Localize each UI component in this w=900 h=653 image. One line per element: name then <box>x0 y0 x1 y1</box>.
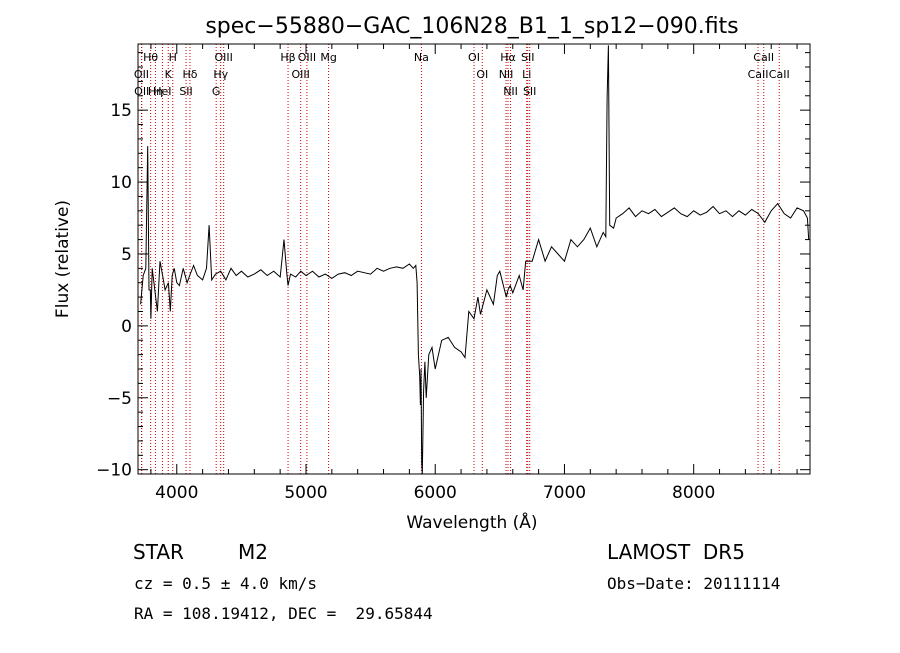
line-marker-label: SII <box>521 51 534 64</box>
line-marker-label: H <box>169 51 177 64</box>
spectrum-series <box>140 45 810 475</box>
line-marker-label: Hθ <box>143 51 158 64</box>
object-subclass: M2 <box>238 540 268 564</box>
line-marker-label: Li <box>522 68 531 81</box>
line-marker-label: OI <box>476 68 488 81</box>
spectrum-group <box>140 45 810 475</box>
x-axis-label: Wavelength (Å) <box>406 511 537 533</box>
plot-frame <box>137 43 811 475</box>
line-marker-label: CaII <box>769 68 790 81</box>
x-tick-label: 5000 <box>284 483 327 503</box>
line-marker-label: CaII <box>753 51 774 64</box>
axis-ticks-group: 4000 5000 6000 7000 8000 −10 −5 0 5 10 15 <box>96 44 810 503</box>
y-tick-label: 0 <box>121 317 132 337</box>
line-marker-label: Hα <box>500 51 516 64</box>
line-marker-label: Hδ <box>182 68 197 81</box>
chart-title: spec−55880−GAC_106N28_B1_1_sp12−090.fits <box>205 14 738 39</box>
line-marker-label: OIII <box>214 51 232 64</box>
line-marker-label: Hγ <box>213 68 228 81</box>
line-marker-label: NII <box>503 85 518 98</box>
line-marker-group <box>140 44 780 474</box>
line-marker-label: Hβ <box>280 51 295 64</box>
x-tick-label: 6000 <box>414 483 457 503</box>
observation-date: Obs−Date: 20111114 <box>607 574 781 593</box>
line-marker-label: Hη <box>148 85 163 98</box>
y-axis-label: Flux (relative) <box>53 200 73 318</box>
line-marker-label: OIII <box>298 51 316 64</box>
y-tick-label: 10 <box>110 173 132 193</box>
line-marker-label: OIII <box>292 68 310 81</box>
x-tick-label: 8000 <box>672 483 715 503</box>
line-marker-label: OII <box>134 68 149 81</box>
survey-name: LAMOST DR5 <box>607 540 745 564</box>
x-tick-label: 7000 <box>543 483 586 503</box>
coordinates-text: RA = 108.19412, DEC = 29.65844 <box>134 604 433 623</box>
redshift-text: cz = 0.5 ± 4.0 km/s <box>134 574 318 593</box>
y-tick-label: 15 <box>110 101 132 121</box>
line-marker-label: Mg <box>320 51 336 64</box>
line-marker-label: K <box>165 68 173 81</box>
line-marker-label: HeI <box>153 85 171 98</box>
y-tick-label: −5 <box>107 389 132 409</box>
line-marker-label: G <box>212 85 221 98</box>
line-marker-label: OI <box>468 51 480 64</box>
line-marker-label: SII <box>523 85 536 98</box>
object-class: STAR <box>133 540 184 564</box>
y-tick-label: −10 <box>96 461 132 481</box>
line-marker-label: CaII <box>748 68 769 81</box>
line-marker-label: Na <box>414 51 429 64</box>
x-tick-label: 4000 <box>155 483 198 503</box>
line-marker-label: SII <box>179 85 192 98</box>
y-tick-label: 5 <box>121 245 132 265</box>
line-marker-label: NII <box>499 68 514 81</box>
